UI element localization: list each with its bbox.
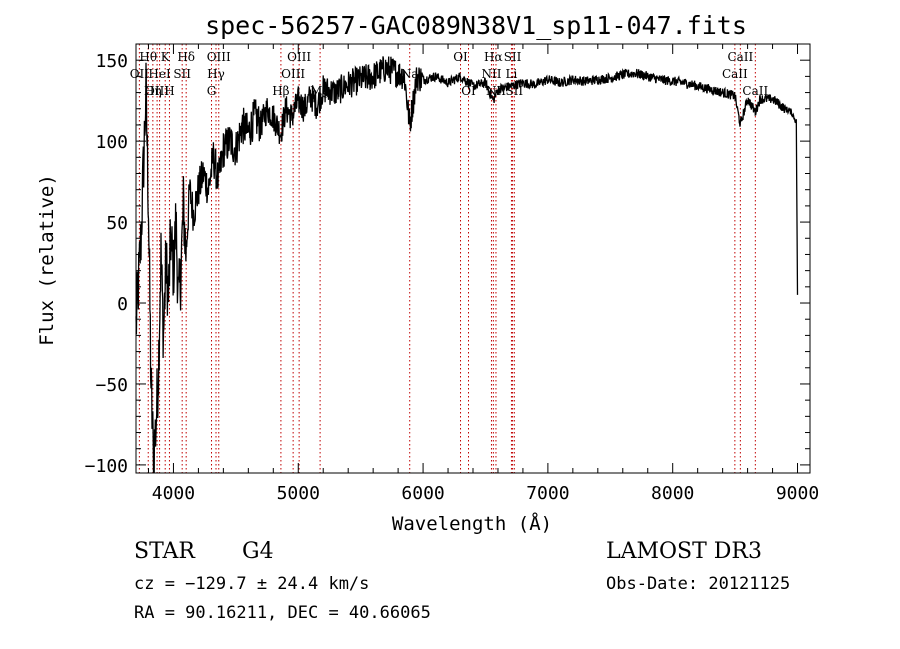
- line-label-5: Hη: [144, 84, 162, 98]
- x-axis-label: Wavelength (Å): [392, 512, 552, 535]
- line-label-1: OII: [130, 67, 150, 81]
- line-label-12: OIII: [287, 50, 311, 64]
- chart-title: spec-56257-GAC089N38V1_sp11-047.fits: [205, 11, 747, 40]
- line-label-19: Hα: [484, 50, 503, 64]
- y-tick-label-4: 100: [95, 132, 128, 153]
- line-label-22: Li: [506, 67, 518, 81]
- x-tick-label-0: 4000: [152, 483, 195, 504]
- x-tick-label-2: 6000: [401, 483, 444, 504]
- x-tick-label-3: 7000: [526, 483, 569, 504]
- object-class: STAR: [134, 539, 195, 564]
- line-label-18: OI: [461, 84, 476, 98]
- line-label-13: OIII: [281, 67, 305, 81]
- object-subclass: G4: [242, 539, 274, 564]
- x-tick-label-5: 9000: [776, 483, 819, 504]
- line-label-21: NII: [481, 67, 501, 81]
- line-label-17: OI: [453, 50, 468, 64]
- y-tick-label-1: −50: [95, 375, 128, 396]
- y-tick-label-0: −100: [85, 456, 128, 477]
- axis-ticks: [136, 43, 810, 473]
- line-label-4: HeI: [148, 67, 171, 81]
- line-label-20: SII: [504, 50, 522, 64]
- plot-frame: [135, 43, 811, 474]
- line-label-25: CaII: [727, 50, 753, 64]
- y-axis-label: Flux (relative): [36, 174, 58, 346]
- line-label-8: H: [164, 84, 174, 98]
- y-tick-label-2: 0: [117, 294, 128, 315]
- x-tick-label-1: 5000: [277, 483, 320, 504]
- x-tick-label-4: 8000: [651, 483, 694, 504]
- y-tick-label-5: 150: [95, 51, 128, 72]
- line-label-2: OIII: [145, 84, 169, 98]
- spectral-line-markers: [138, 44, 756, 473]
- y-tick-label-3: 50: [106, 213, 128, 234]
- line-label-27: CaII: [742, 84, 768, 98]
- axis-tick-labels: 4000 5000 6000 7000 8000 9000 −100 −50 0 50 100 150: [85, 51, 820, 504]
- line-label-9: OIII: [207, 50, 231, 64]
- line-label-16: Na: [401, 67, 419, 81]
- line-label-11: G: [207, 84, 217, 98]
- coordinates: RA = 90.16211, DEC = 40.66065: [134, 603, 431, 623]
- observation-date: Obs-Date: 20121125: [606, 574, 791, 594]
- line-label-6: Hδ: [177, 50, 195, 64]
- line-label-7: SII: [173, 67, 191, 81]
- flux-series-line: [135, 56, 799, 474]
- radial-velocity: cz = −129.7 ± 24.4 km/s: [134, 574, 370, 594]
- line-label-14: Hβ: [272, 84, 289, 98]
- survey-name: LAMOST DR3: [606, 539, 762, 564]
- line-label-0: Hθ: [139, 50, 157, 64]
- line-label-26: CaII: [722, 67, 748, 81]
- line-label-3: K: [161, 50, 171, 64]
- line-label-10: Hγ: [207, 67, 225, 81]
